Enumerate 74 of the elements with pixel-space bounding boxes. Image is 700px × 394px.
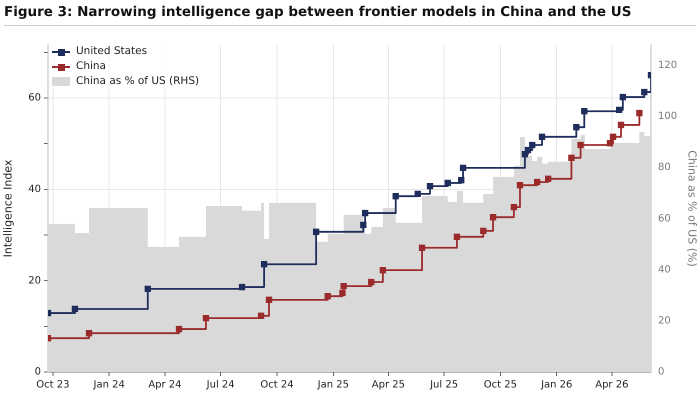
x-tick-label: Oct 24 xyxy=(260,380,294,391)
point xyxy=(258,312,264,319)
point xyxy=(490,214,496,220)
point xyxy=(460,164,466,172)
point xyxy=(641,88,648,96)
point xyxy=(577,142,584,148)
y2-tick-label: 60 xyxy=(658,213,671,224)
point xyxy=(480,228,486,234)
y2-tick-label: 20 xyxy=(658,316,671,326)
x-tick-label: Oct 25 xyxy=(484,380,518,391)
point xyxy=(414,190,421,198)
point xyxy=(426,182,434,190)
point xyxy=(529,142,536,148)
point xyxy=(454,234,460,240)
point xyxy=(362,210,368,216)
x-tick-label: Apr 24 xyxy=(148,380,182,391)
x-tick-label: Jul 25 xyxy=(429,380,458,391)
point xyxy=(260,261,268,268)
y-tick-label: 60 xyxy=(28,92,41,104)
x-tick-label: Apr 25 xyxy=(372,380,405,391)
point xyxy=(176,326,182,332)
x-tick-label: Apr 26 xyxy=(595,380,628,391)
point xyxy=(636,110,643,116)
point xyxy=(524,146,532,154)
point xyxy=(510,204,518,210)
x-tick-label: Jan 24 xyxy=(92,380,125,391)
legend-label: China xyxy=(76,59,106,74)
y-axis-title: Intelligence Index xyxy=(1,159,14,258)
point xyxy=(516,182,524,188)
point xyxy=(360,222,366,228)
point xyxy=(324,293,331,300)
y-tick-label: 0 xyxy=(34,366,41,378)
y-tick-label: 20 xyxy=(28,275,41,286)
point xyxy=(266,296,272,304)
y2-tick-label: 0 xyxy=(658,366,664,378)
x-tick-label: Jan 25 xyxy=(316,380,349,391)
point xyxy=(568,154,575,161)
point xyxy=(339,290,346,296)
point xyxy=(620,94,626,100)
point xyxy=(312,228,320,235)
point xyxy=(618,122,624,128)
y2-tick-label: 120 xyxy=(658,60,678,72)
point xyxy=(392,193,399,200)
x-tick-label: Jul 24 xyxy=(206,380,235,391)
legend-label: China as % of US (RHS) xyxy=(76,74,200,89)
point xyxy=(86,330,92,336)
point xyxy=(544,176,552,182)
point xyxy=(522,150,528,158)
point xyxy=(573,124,580,130)
y2-tick-label: 100 xyxy=(658,111,678,122)
point xyxy=(144,286,151,292)
point xyxy=(202,314,210,322)
point xyxy=(458,177,464,184)
point xyxy=(534,178,540,186)
point xyxy=(380,266,386,274)
chart-title: Figure 3: Narrowing intelligence gap between frontier models in China and the US xyxy=(4,4,696,26)
y2-tick-label: 80 xyxy=(658,162,671,174)
point xyxy=(616,106,622,114)
y-tick-label: 40 xyxy=(28,184,41,195)
point xyxy=(444,180,451,186)
point xyxy=(581,108,588,114)
point xyxy=(606,140,614,146)
point xyxy=(538,134,546,140)
point xyxy=(340,282,347,290)
y2-axis-title: China as % of US (%) xyxy=(686,150,699,267)
y2-tick-label: 40 xyxy=(658,264,671,276)
point xyxy=(72,306,78,312)
x-tick-label: Jan 26 xyxy=(540,380,572,391)
point xyxy=(418,244,426,251)
point xyxy=(368,278,374,286)
point xyxy=(610,134,616,140)
legend-label: United States xyxy=(76,44,148,59)
point xyxy=(238,284,246,290)
x-tick-label: Oct 23 xyxy=(36,380,70,391)
